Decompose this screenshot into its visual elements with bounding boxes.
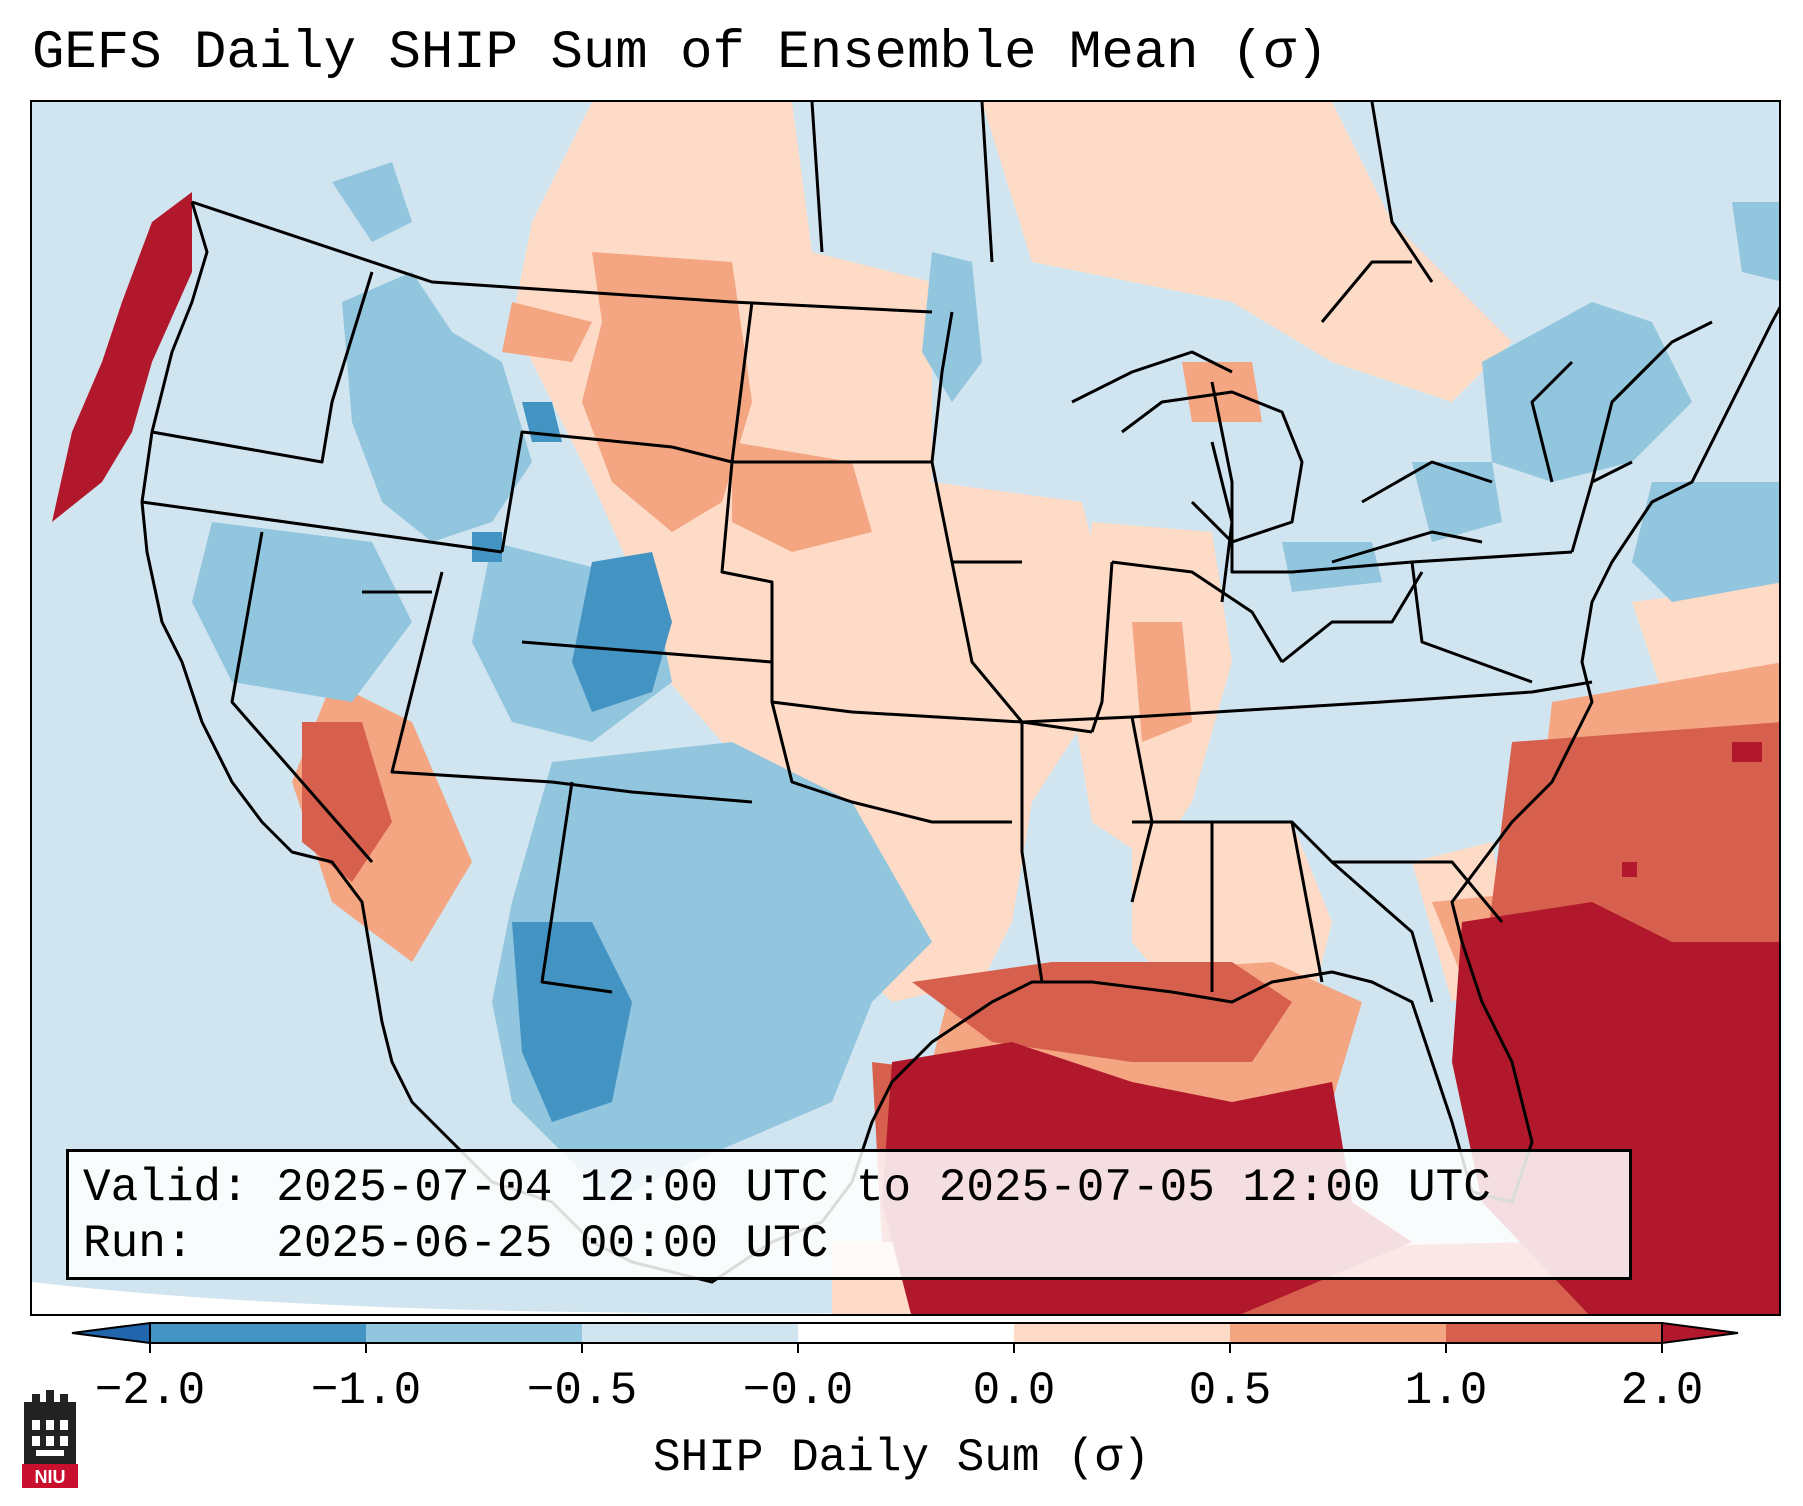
colorbar-bin-1 [150, 1323, 366, 1343]
colorbar-label: SHIP Daily Sum (σ) [653, 1432, 1150, 1484]
colorbar-extend-low [71, 1321, 151, 1345]
colorbar-bin-5 [1014, 1323, 1230, 1343]
colorbar-extend-high [1661, 1321, 1739, 1345]
colorbar-tick-2: −1.0 [310, 1365, 422, 1417]
colorbar-tick-6: 0.5 [1188, 1365, 1272, 1417]
colorbar-tick-3: −0.5 [526, 1365, 638, 1417]
colorbar-tick-4: −0.0 [742, 1365, 854, 1417]
colorbar-bin-4 [798, 1323, 1014, 1343]
state-boundaries [140, 102, 1779, 1284]
colorbar-bin-6 [1230, 1323, 1446, 1343]
colorbar-tick-7: 1.0 [1404, 1365, 1488, 1417]
colorbar-bin-2 [366, 1323, 582, 1343]
colorbar-tick-5: 0.0 [972, 1365, 1056, 1417]
colorbar-bin-7 [1446, 1323, 1662, 1343]
run-value: 2025-06-25 00:00 UTC [276, 1218, 829, 1270]
valid-label: Valid: [83, 1162, 249, 1214]
map-title: GEFS Daily SHIP Sum of Ensemble Mean (σ) [32, 23, 1329, 84]
valid-value: 2025-07-04 12:00 UTC to 2025-07-05 12:00… [276, 1162, 1491, 1214]
colorbar-tick-8: 2.0 [1620, 1365, 1704, 1417]
map-panel [30, 100, 1781, 1316]
colorbar-bin-3 [582, 1323, 798, 1343]
colorbar [71, 1321, 1739, 1353]
niu-logo-text: NIU [35, 1467, 66, 1487]
ship-field-map [32, 102, 1779, 1314]
run-label: Run: [83, 1218, 194, 1270]
niu-logo: NIU [22, 1390, 78, 1488]
valid-run-info: Valid: 2025-07-04 12:00 UTC to 2025-07-0… [66, 1149, 1632, 1280]
colorbar-tick-1: −2.0 [94, 1365, 206, 1417]
